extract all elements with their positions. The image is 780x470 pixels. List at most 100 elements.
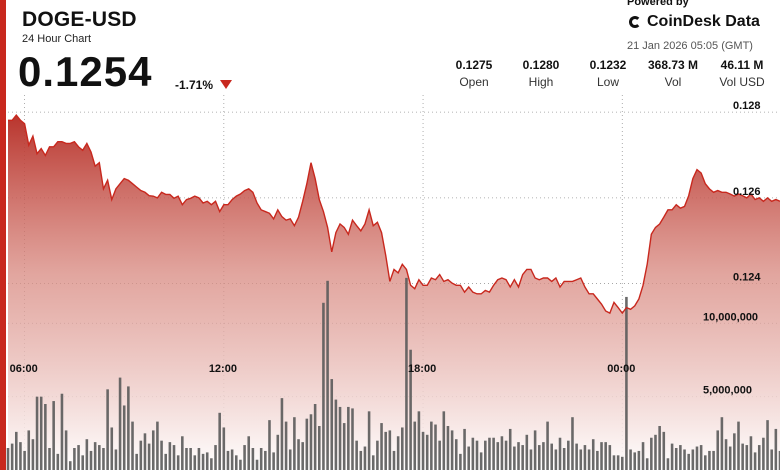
volume-bar bbox=[699, 445, 703, 470]
volume-bar bbox=[371, 455, 375, 470]
volume-bar bbox=[438, 440, 441, 470]
volume-bar bbox=[687, 453, 690, 470]
volume-bar bbox=[712, 450, 715, 470]
volume-bar bbox=[450, 430, 454, 470]
stat-vol: 368.73 M Vol bbox=[640, 58, 706, 89]
volume-bar bbox=[268, 420, 271, 470]
volume-bar bbox=[562, 448, 566, 470]
price-tick-label: 0.128 bbox=[733, 100, 761, 112]
volume-bar bbox=[554, 449, 558, 470]
stat-high: 0.1280 High bbox=[518, 58, 564, 89]
chart-subtitle: 24 Hour Chart bbox=[22, 33, 92, 45]
stat-low: 0.1232 Low bbox=[584, 58, 632, 89]
time-tick-label: 18:00 bbox=[408, 363, 436, 375]
volume-bar bbox=[201, 453, 205, 470]
volume-bar bbox=[164, 453, 167, 470]
stat-label: High bbox=[528, 75, 554, 89]
volume-bar bbox=[272, 452, 275, 470]
volume-bar bbox=[674, 448, 678, 470]
volume-bar bbox=[334, 399, 338, 470]
volume-bar bbox=[205, 452, 209, 470]
volume-bar bbox=[521, 445, 524, 470]
volume-bar bbox=[637, 450, 641, 470]
time-tick-label: 06:00 bbox=[10, 363, 38, 375]
volume-bar bbox=[724, 439, 728, 470]
volume-bar bbox=[405, 277, 408, 470]
volume-bar bbox=[193, 455, 197, 470]
volume-bar bbox=[77, 445, 80, 470]
volume-bar bbox=[309, 414, 313, 470]
volume-bar bbox=[15, 431, 18, 470]
volume-bar bbox=[23, 450, 26, 470]
volume-bar bbox=[670, 443, 674, 470]
volume-bar bbox=[658, 426, 661, 470]
volume-bar bbox=[255, 459, 259, 470]
volume-bar bbox=[558, 437, 562, 470]
volume-bar bbox=[384, 431, 387, 470]
volume-bar bbox=[147, 443, 151, 470]
brand-name: CoinDesk Data bbox=[647, 13, 760, 30]
volume-bar bbox=[666, 458, 670, 470]
volume-bar bbox=[284, 421, 288, 470]
volume-bar bbox=[691, 449, 695, 470]
volume-bar bbox=[73, 448, 76, 470]
brand-logo[interactable]: CoinDesk Data bbox=[627, 13, 760, 31]
volume-bar bbox=[210, 458, 213, 470]
timestamp: 21 Jan 2026 05:05 (GMT) bbox=[627, 40, 753, 52]
volume-bar bbox=[741, 443, 744, 470]
volume-bar bbox=[35, 396, 39, 470]
volume-bar bbox=[380, 423, 383, 470]
volume-bar bbox=[695, 446, 699, 470]
volume-bar bbox=[737, 421, 740, 470]
volume-bar bbox=[338, 406, 342, 470]
volume-bar bbox=[330, 379, 334, 470]
volume-bar bbox=[409, 349, 412, 470]
volume-bar bbox=[44, 404, 47, 470]
volume-bar bbox=[633, 452, 637, 470]
price-area bbox=[8, 115, 780, 470]
volume-bar bbox=[625, 296, 628, 470]
volume-bar bbox=[230, 449, 234, 470]
volume-bar bbox=[537, 445, 541, 470]
volume-bar bbox=[48, 448, 51, 470]
volume-bar bbox=[106, 389, 109, 470]
volume-bar bbox=[222, 427, 226, 470]
volume-bar bbox=[143, 433, 147, 470]
stat-label: Low bbox=[596, 75, 619, 89]
volume-bar bbox=[118, 377, 122, 470]
volume-bar bbox=[151, 430, 155, 470]
volume-bar bbox=[218, 412, 221, 470]
volume-bar bbox=[645, 458, 649, 470]
volume-tick-label: 10,000,000 bbox=[703, 311, 758, 323]
volume-bar bbox=[139, 440, 143, 470]
volume-bar bbox=[446, 426, 450, 470]
price-change: -1.71% bbox=[175, 78, 214, 92]
volume-bar bbox=[52, 401, 55, 470]
volume-bar bbox=[517, 442, 520, 470]
volume-bar bbox=[546, 421, 549, 470]
volume-bar bbox=[629, 449, 632, 470]
volume-bar bbox=[496, 442, 500, 470]
volume-bar bbox=[484, 440, 487, 470]
volume-bar bbox=[471, 437, 475, 470]
stat-open: 0.1275 Open bbox=[451, 58, 497, 89]
volume-bar bbox=[280, 398, 284, 470]
volume-bar bbox=[683, 449, 686, 470]
volume-bar bbox=[766, 420, 769, 470]
volume-bar bbox=[276, 434, 280, 470]
volume-bar bbox=[110, 427, 114, 470]
volume-bar bbox=[417, 411, 421, 470]
volume-tick-label: 5,000,000 bbox=[703, 385, 752, 397]
volume-bar bbox=[243, 445, 246, 470]
volume-bar bbox=[313, 404, 317, 470]
volume-bar bbox=[160, 440, 163, 470]
volume-bar bbox=[533, 430, 537, 470]
volume-bar bbox=[388, 430, 392, 470]
volume-bars bbox=[6, 277, 780, 470]
volume-bar bbox=[650, 437, 653, 470]
volume-bar bbox=[529, 449, 533, 470]
volume-bar bbox=[168, 442, 172, 470]
volume-bar bbox=[753, 452, 757, 470]
volume-bar bbox=[591, 439, 595, 470]
